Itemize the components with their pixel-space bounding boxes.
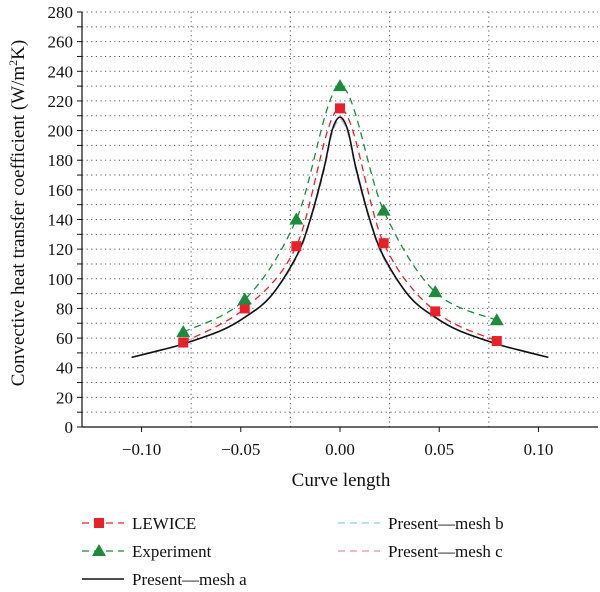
series-line bbox=[131, 116, 549, 359]
series-line bbox=[182, 107, 498, 344]
series-lewice bbox=[178, 103, 502, 348]
series-present-mesh-a bbox=[131, 116, 549, 359]
series-present-mesh-c bbox=[131, 118, 549, 358]
legend-item: Present—mesh c bbox=[338, 542, 503, 561]
y-tick-label: 80 bbox=[56, 299, 73, 318]
axes bbox=[77, 11, 598, 432]
legend-label: Present—mesh a bbox=[132, 570, 247, 589]
experiment-marker bbox=[428, 285, 443, 298]
y-tick-label: 220 bbox=[48, 92, 74, 111]
experiment-marker bbox=[92, 544, 106, 556]
experiment-marker bbox=[333, 79, 347, 92]
lewice-marker bbox=[178, 337, 189, 348]
legend-item: Experiment bbox=[82, 542, 212, 561]
lewice-marker bbox=[94, 518, 104, 528]
lewice-marker bbox=[335, 103, 345, 114]
y-tick-label: 100 bbox=[48, 270, 74, 289]
legend-item: LEWICE bbox=[82, 514, 196, 533]
y-tick-label: 120 bbox=[48, 240, 74, 259]
series-present-mesh-b bbox=[131, 119, 549, 358]
experiment-marker bbox=[289, 212, 304, 225]
series-layer bbox=[131, 79, 549, 359]
x-tick-label: −0.10 bbox=[122, 440, 161, 459]
lewice-marker bbox=[378, 238, 389, 249]
x-tick-label: −0.05 bbox=[221, 440, 260, 459]
experiment-marker bbox=[176, 325, 191, 338]
lewice-marker bbox=[491, 336, 502, 347]
series-line bbox=[131, 119, 549, 358]
y-tick-label: 240 bbox=[48, 62, 74, 81]
y-tick-label: 200 bbox=[48, 122, 74, 141]
y-tick-label: 280 bbox=[48, 3, 74, 22]
x-tick-label: 0.10 bbox=[524, 440, 554, 459]
experiment-marker bbox=[489, 313, 504, 326]
x-tick-label: 0.00 bbox=[325, 440, 355, 459]
lewice-marker bbox=[430, 306, 441, 317]
y-tick-label: 40 bbox=[56, 359, 73, 378]
series-line bbox=[131, 118, 549, 358]
legend-item: Present—mesh a bbox=[82, 570, 247, 589]
y-axis-label-superscript: 2 bbox=[6, 60, 20, 66]
y-tick-label: 160 bbox=[48, 181, 74, 200]
legend-item: Present—mesh b bbox=[338, 514, 504, 533]
legend: LEWICE Experiment Present—mesh a Present—me… bbox=[82, 514, 504, 589]
x-tick-label: 0.05 bbox=[424, 440, 454, 459]
legend-label: Present—mesh b bbox=[388, 514, 504, 533]
y-tick-label: 20 bbox=[56, 388, 73, 407]
y-axis-label: Convective heat transfer coefficient (W/… bbox=[6, 40, 29, 386]
experiment-marker bbox=[237, 292, 252, 305]
x-axis-label: Curve length bbox=[292, 470, 391, 491]
legend-label: Present—mesh c bbox=[388, 542, 503, 561]
lewice-marker bbox=[239, 303, 250, 314]
experiment-marker bbox=[376, 203, 391, 216]
y-tick-label: 0 bbox=[65, 418, 74, 437]
y-tick-label: 180 bbox=[48, 151, 74, 170]
legend-label: Experiment bbox=[132, 542, 212, 561]
grid-lines bbox=[82, 11, 598, 427]
tick-labels: 0 20 40 60 80 100 120 140 160 180 200 220 240 260 280 −… bbox=[48, 3, 554, 459]
y-axis-label-main: Convective heat transfer coefficient (W/… bbox=[8, 66, 29, 387]
legend-label: LEWICE bbox=[132, 514, 196, 533]
y-tick-label: 260 bbox=[48, 33, 74, 52]
y-axis-label-unit: K) bbox=[8, 40, 29, 60]
series-experiment bbox=[176, 79, 504, 338]
series-line bbox=[182, 85, 498, 333]
lewice-marker bbox=[291, 241, 302, 252]
y-tick-label: 140 bbox=[48, 211, 74, 230]
y-tick-label: 60 bbox=[56, 329, 73, 348]
